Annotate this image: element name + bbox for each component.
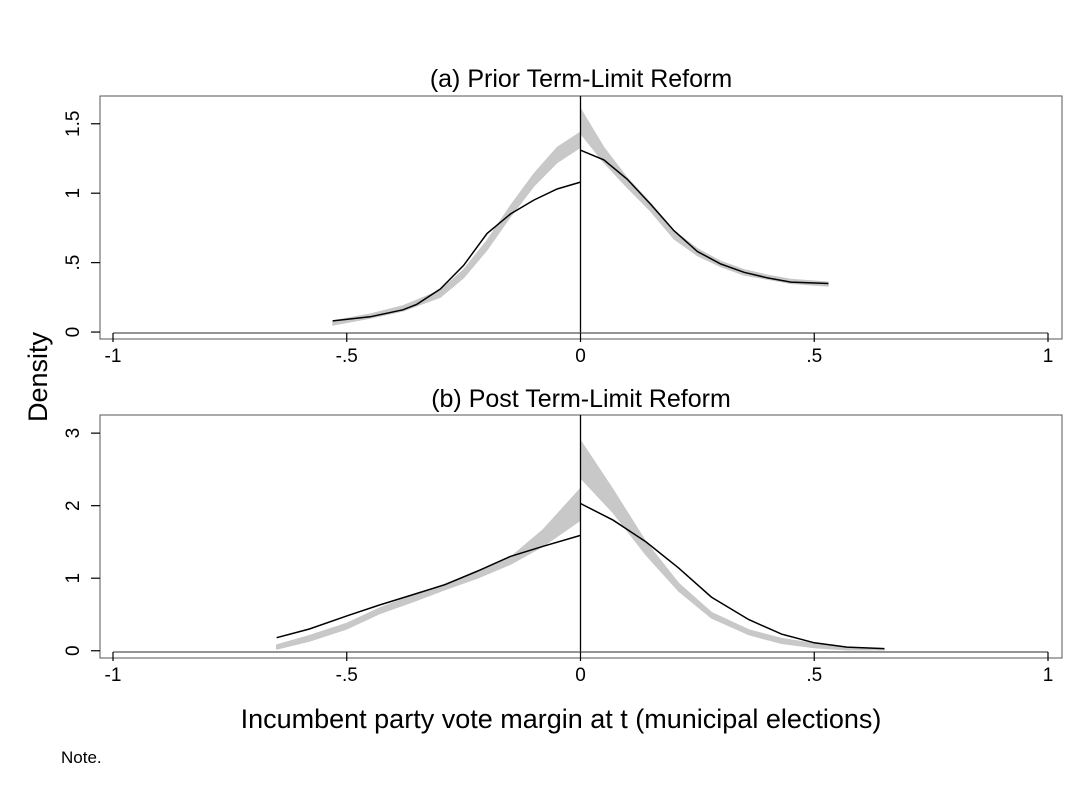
y-axis-label: Density xyxy=(23,331,53,422)
y-tick-label: 2 xyxy=(63,500,84,511)
x-tick-label: 0 xyxy=(575,665,586,686)
x-tick-label: 1 xyxy=(1043,665,1054,686)
y-tick-label: 1 xyxy=(63,188,84,199)
x-tick-label: .5 xyxy=(806,346,822,367)
x-tick-label: -.5 xyxy=(336,346,358,367)
x-tick-label: 0 xyxy=(575,346,586,367)
figure-note: Note. xyxy=(61,748,102,767)
panel-post-reform: (b) Post Term-Limit Reform -1 -.5 0 .5 1 0 1 2 3 xyxy=(63,385,1063,686)
density-lines xyxy=(276,502,885,650)
panel-title: (b) Post Term-Limit Reform xyxy=(431,385,731,413)
x-tick-label: -1 xyxy=(105,665,122,686)
panel-prior-reform: (a) Prior Term-Limit Reform -1 -.5 0 .5 1 0 .5… xyxy=(63,65,1063,367)
confidence-band-right xyxy=(580,106,829,287)
x-tick-label: .5 xyxy=(806,665,822,686)
y-tick-label: 0 xyxy=(63,645,84,656)
axes: -1 -.5 0 .5 1 0 1 2 3 xyxy=(63,415,1053,686)
density-line-left xyxy=(332,181,581,322)
density-line-right xyxy=(580,149,829,285)
y-tick-label: 1.5 xyxy=(63,111,84,137)
density-lines xyxy=(332,149,829,322)
y-tick-label: 3 xyxy=(63,428,84,439)
density-line-left xyxy=(276,534,581,639)
density-line-right xyxy=(580,502,885,650)
axes: -1 -.5 0 .5 1 0 .5 1 1.5 xyxy=(63,96,1053,367)
x-tick-label: 1 xyxy=(1043,346,1054,367)
y-tick-label: 0 xyxy=(63,327,84,338)
x-tick-label: -1 xyxy=(105,346,122,367)
y-tick-label: 1 xyxy=(63,573,84,584)
x-tick-label: -.5 xyxy=(336,665,358,686)
x-axis-label: Incumbent party vote margin at t (munici… xyxy=(241,704,882,734)
panel-title: (a) Prior Term-Limit Reform xyxy=(430,65,732,93)
confidence-band-left xyxy=(332,131,581,326)
y-tick-label: .5 xyxy=(63,255,84,271)
confidence-band-right xyxy=(580,438,885,651)
